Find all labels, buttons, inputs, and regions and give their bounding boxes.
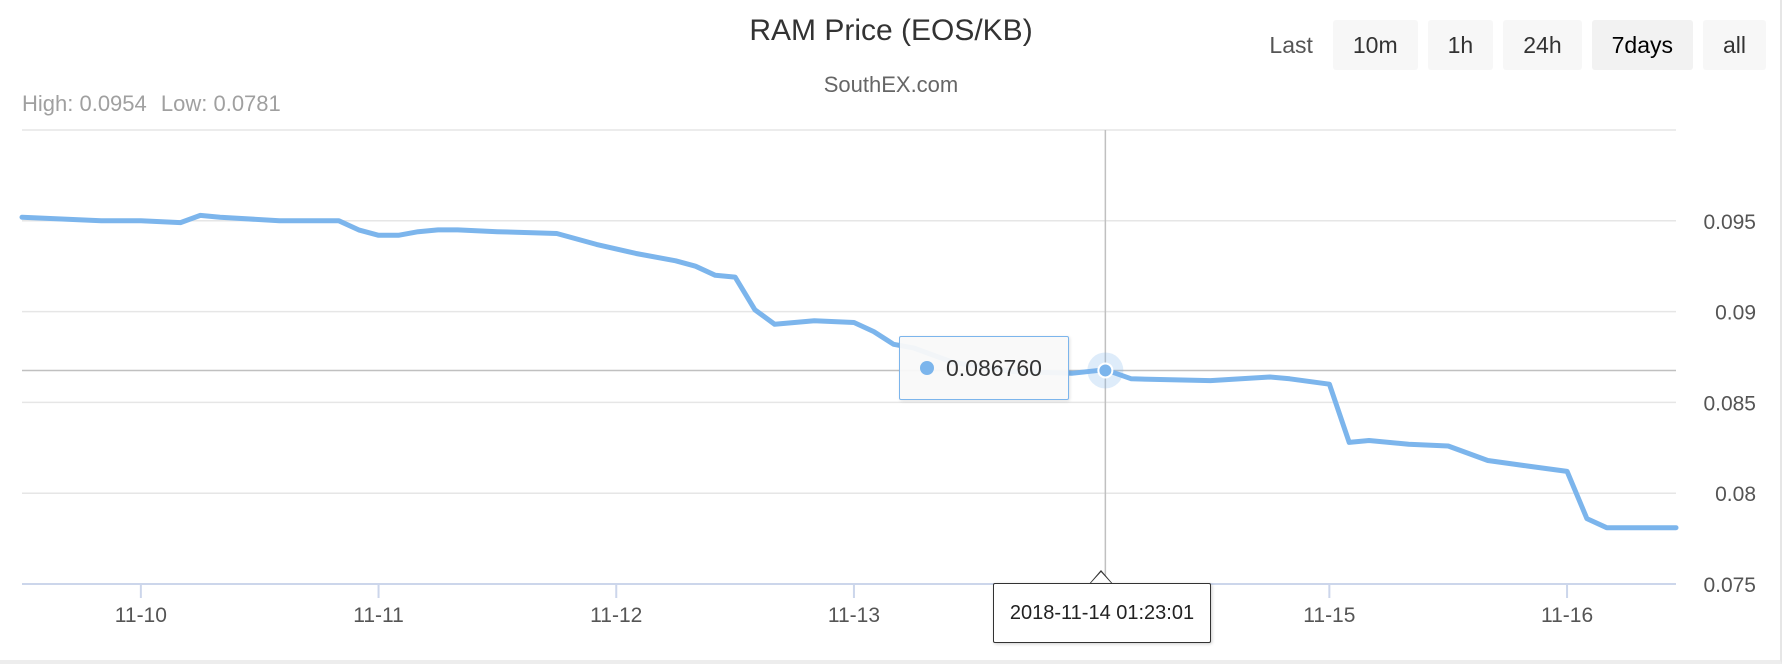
y-tick-label: 0.085 (1703, 392, 1756, 415)
x-tick-label: 11-10 (115, 604, 167, 627)
range-button-24h[interactable]: 24h (1503, 20, 1582, 70)
crosshair-date-label: 2018-11-14 01:23:01 (993, 583, 1211, 643)
range-label: Last (1269, 31, 1313, 58)
range-button-10m[interactable]: 10m (1332, 20, 1418, 70)
tooltip-value: 0.086760 (946, 354, 1042, 381)
range-button-all[interactable]: all (1702, 20, 1766, 70)
x-tick-label: 11-11 (353, 604, 404, 627)
price-series[interactable] (19, 212, 1679, 531)
crosshair (22, 130, 1676, 584)
chart-subtitle: SouthEX.com (823, 72, 959, 97)
y-tick-label: 0.075 (1703, 574, 1756, 597)
hover-point (1097, 362, 1114, 379)
grid-lines (22, 129, 1676, 494)
date-flag-arrow-fill (1090, 572, 1112, 584)
x-tick-label: 11-13 (828, 604, 880, 627)
y-tick-label: 0.09 (1715, 302, 1756, 325)
range-button-7days[interactable]: 7days (1591, 20, 1693, 70)
range-selector: Last 10m 1h 24h 7days all (1269, 20, 1766, 70)
low-value: Low: 0.0781 (160, 91, 281, 116)
x-tick-label: 11-16 (1541, 604, 1593, 627)
high-low-stats: High: 0.0954 Low: 0.0781 (22, 91, 281, 117)
series-dot-icon (920, 361, 934, 375)
chart-title: RAM Price (EOS/KB) (749, 14, 1033, 47)
high-value: High: 0.0954 (22, 91, 147, 116)
hover-marker (1087, 352, 1124, 389)
price-tooltip: 0.086760 (899, 336, 1069, 400)
x-tick-label: 11-15 (1303, 604, 1355, 627)
y-tick-label: 0.095 (1703, 211, 1756, 234)
y-axis: 0.075 0.08 0.085 0.09 0.095 (1703, 211, 1756, 597)
range-button-1h[interactable]: 1h (1427, 20, 1494, 70)
price-line[interactable] (19, 212, 1679, 531)
x-tick-label: 11-12 (590, 604, 642, 627)
y-tick-label: 0.08 (1715, 483, 1756, 506)
